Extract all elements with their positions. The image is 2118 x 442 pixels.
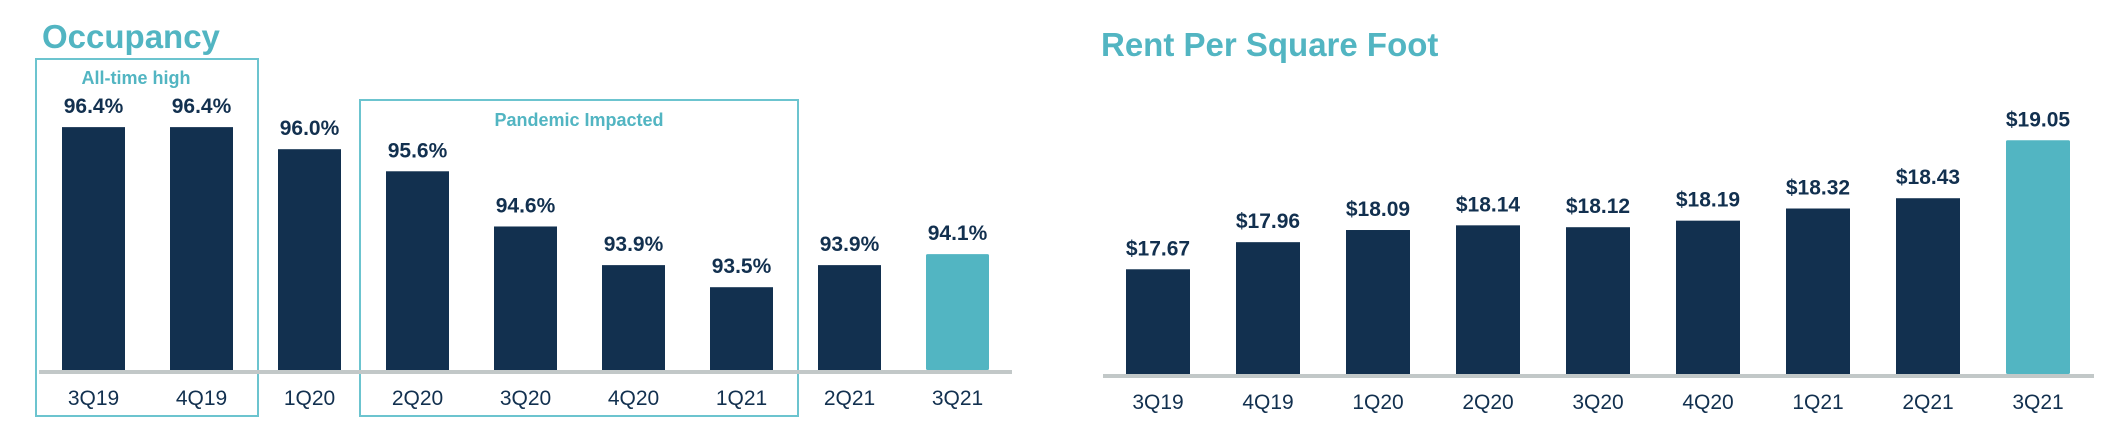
value-label: $18.14 — [1456, 193, 1521, 216]
category-label: 3Q19 — [68, 387, 119, 410]
pandemic-impacted-label: Pandemic Impacted — [494, 110, 663, 130]
bar-1q21 — [1786, 208, 1850, 374]
value-label: 96.0% — [280, 117, 340, 140]
occupancy-title: Occupancy — [42, 18, 221, 55]
value-label: 93.5% — [712, 255, 772, 278]
bar-3q21 — [926, 254, 989, 370]
value-label: 96.4% — [64, 95, 124, 118]
category-label: 1Q20 — [284, 387, 335, 410]
bar-3q19 — [1126, 269, 1190, 374]
category-label: 1Q20 — [1352, 391, 1403, 414]
rent-category-labels: 3Q19 4Q19 1Q20 2Q20 3Q20 4Q20 1Q21 2Q21 3Q21 — [1132, 391, 2063, 414]
occupancy-baseline — [39, 370, 1012, 374]
bar-1q20 — [1346, 230, 1410, 374]
bar-2q21 — [818, 265, 881, 370]
all-time-high-label: All-time high — [82, 68, 191, 88]
value-label: $18.19 — [1676, 189, 1740, 212]
bar-4q19 — [170, 127, 233, 371]
occupancy-value-labels: 96.4% 96.4% 96.0% 95.6% 94.6% 93.9% 93.5% 93.9%… — [64, 95, 988, 278]
bar-2q20 — [1456, 225, 1520, 374]
bar-4q20 — [602, 265, 665, 370]
category-label: 4Q19 — [176, 387, 227, 410]
bar-4q20 — [1676, 220, 1740, 374]
bar-4q19 — [1236, 242, 1300, 374]
occupancy-category-labels: 3Q19 4Q19 1Q20 2Q20 3Q20 4Q20 1Q21 2Q21 3Q21 — [68, 387, 983, 410]
category-label: 2Q21 — [1902, 391, 1953, 414]
value-label: $17.96 — [1236, 210, 1300, 233]
value-label: 94.1% — [928, 222, 988, 245]
bar-3q20 — [1566, 227, 1630, 374]
value-label: $17.67 — [1126, 237, 1190, 260]
category-label: 2Q20 — [1462, 391, 1513, 414]
pandemic-impacted-box — [359, 99, 799, 417]
value-label: 93.9% — [604, 233, 664, 256]
category-label: 3Q20 — [500, 387, 551, 410]
value-label: $18.43 — [1896, 166, 1960, 189]
value-label: $19.05 — [2006, 108, 2071, 131]
rent-title: Rent Per Square Foot — [1101, 26, 1438, 63]
value-label: 93.9% — [820, 233, 880, 256]
value-label: $18.12 — [1566, 195, 1630, 218]
bar-1q21 — [710, 287, 773, 370]
occupancy-bars — [62, 127, 989, 371]
value-label: 95.6% — [388, 139, 448, 162]
category-label: 4Q20 — [608, 387, 659, 410]
bar-3q19 — [62, 127, 125, 371]
rent-bars — [1126, 140, 2070, 374]
bar-3q21 — [2006, 140, 2070, 374]
category-label: 2Q20 — [392, 387, 443, 410]
category-label: 2Q21 — [824, 387, 875, 410]
bar-2q20 — [386, 171, 449, 370]
bar-2q21 — [1896, 198, 1960, 374]
value-label: $18.32 — [1786, 177, 1850, 200]
category-label: 1Q21 — [716, 387, 767, 410]
bar-1q20 — [278, 149, 341, 370]
category-label: 4Q20 — [1682, 391, 1733, 414]
bar-3q20 — [494, 226, 557, 370]
all-time-high-box — [35, 58, 259, 417]
category-label: 3Q20 — [1572, 391, 1623, 414]
category-label: 1Q21 — [1792, 391, 1843, 414]
rent-per-square-foot-chart: Rent Per Square Foot $17.67$17.96$18.09 $… — [1101, 26, 2094, 414]
category-label: 3Q21 — [2012, 391, 2063, 414]
rent-value-labels: $17.67 $17.96 $18.09 $18.14 $18.12 $18.19 $18.… — [1126, 108, 2071, 260]
category-label: 3Q21 — [932, 387, 983, 410]
occupancy-chart: Occupancy All-time high Pandemic Impacte… — [35, 18, 1012, 417]
value-label: 94.6% — [496, 194, 556, 217]
value-label: 96.4% — [172, 95, 232, 118]
rent-baseline — [1103, 374, 2094, 378]
category-label: 3Q19 — [1132, 391, 1183, 414]
occupancy-annotations: All-time high Pandemic Impacted — [35, 58, 799, 417]
value-label: $18.09 — [1346, 198, 1410, 221]
category-label: 4Q19 — [1242, 391, 1293, 414]
